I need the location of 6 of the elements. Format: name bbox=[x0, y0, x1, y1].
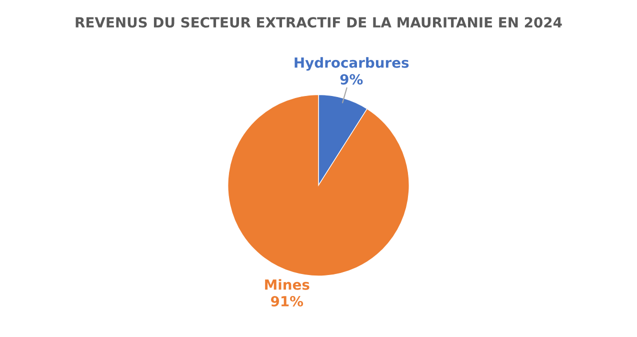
data-label: 91% bbox=[270, 296, 304, 306]
slice-label: Mines bbox=[265, 279, 310, 290]
chart-title: REVENUS DU SECTEUR EXTRACTIF DE LA MAURITANIE EN 2024 bbox=[76, 17, 562, 28]
pie-slice bbox=[228, 94, 410, 276]
slice-label: Hydrocarbures bbox=[294, 57, 409, 71]
data-label: 9% bbox=[340, 74, 363, 85]
